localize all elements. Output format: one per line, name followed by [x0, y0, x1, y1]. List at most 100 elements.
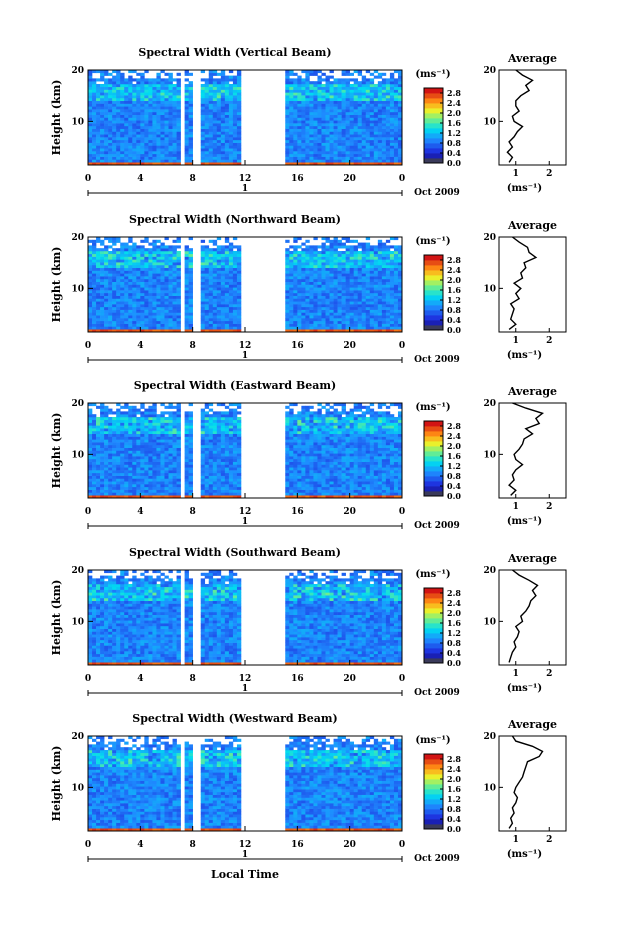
heatmap-cell — [305, 251, 309, 254]
heatmap-cell — [354, 324, 358, 327]
heatmap-cell — [342, 109, 346, 112]
heatmap-cell — [92, 420, 96, 423]
heatmap-cell — [285, 310, 289, 313]
heatmap-cell — [185, 95, 189, 98]
heatmap-cell — [108, 151, 112, 154]
heatmap-cell — [173, 456, 177, 459]
heatmap-cell — [229, 282, 233, 285]
heatmap-cell — [96, 462, 100, 465]
heatmap-cell — [285, 143, 289, 146]
heatmap-cell — [136, 112, 140, 115]
heatmap-cell — [374, 104, 378, 107]
heatmap-cell — [104, 464, 108, 467]
heatmap-cell — [88, 154, 92, 157]
heatmap-cell — [221, 287, 225, 290]
heatmap-cell — [169, 268, 173, 271]
heatmap-cell — [293, 98, 297, 101]
heatmap-cell — [124, 423, 128, 426]
heatmap-cell — [128, 442, 132, 445]
heatmap-cell — [233, 81, 237, 84]
heatmap-cell — [112, 437, 116, 440]
heatmap-cell — [112, 478, 116, 481]
heatmap-cell — [92, 425, 96, 428]
heatmap-cell — [205, 90, 209, 93]
heatmap-cell — [160, 157, 164, 160]
heatmap-cell — [285, 282, 289, 285]
heatmap-cell — [152, 131, 156, 134]
heatmap-cell — [144, 290, 148, 293]
heatmap-cell — [334, 254, 338, 257]
heatmap-cell — [205, 84, 209, 87]
heatmap-cell — [297, 318, 301, 321]
heatmap-cell — [104, 120, 108, 123]
heatmap-cell — [152, 109, 156, 112]
heatmap-cell — [338, 157, 342, 160]
heatmap-cell — [169, 326, 173, 329]
heatmap-cell — [382, 137, 386, 140]
heatmap-cell — [217, 301, 221, 304]
heatmap-cell — [124, 451, 128, 454]
heatmap-cell — [237, 310, 241, 313]
heatmap-cell — [229, 318, 233, 321]
heatmap-cell — [132, 118, 136, 121]
heatmap-cell — [350, 290, 354, 293]
heatmap-cell — [189, 296, 193, 299]
heatmap-cell — [338, 307, 342, 310]
heatmap-cell — [169, 301, 173, 304]
heatmap-cell — [313, 265, 317, 268]
heatmap-cell — [177, 321, 181, 324]
heatmap-cell — [354, 134, 358, 137]
heatmap-cell — [160, 112, 164, 115]
heatmap-cell — [386, 131, 390, 134]
heatmap-cell — [88, 268, 92, 271]
heatmap-cell — [185, 159, 189, 162]
heatmap-cell — [120, 315, 124, 318]
heatmap-cell — [96, 484, 100, 487]
heatmap-cell — [160, 301, 164, 304]
heatmap-cell — [156, 414, 160, 417]
heatmap-cell — [378, 92, 382, 95]
heatmap-cell — [301, 112, 305, 115]
heatmap-cell — [346, 118, 350, 121]
colorbar-segment — [424, 280, 443, 285]
heatmap-cell — [205, 251, 209, 254]
heatmap-cell — [148, 296, 152, 299]
colorbar-tick-label: 1.2 — [447, 128, 461, 138]
heatmap-cell — [321, 307, 325, 310]
heatmap-cell — [330, 129, 334, 132]
heatmap-cell — [189, 109, 193, 112]
heatmap-cell — [160, 285, 164, 288]
heatmap-cell — [309, 129, 313, 132]
heatmap-cell — [169, 445, 173, 448]
heatmap-cell — [160, 437, 164, 440]
heatmap-cell — [124, 487, 128, 490]
heatmap-cell — [169, 154, 173, 157]
heatmap-cell — [233, 123, 237, 126]
heatmap-cell — [342, 98, 346, 101]
heatmap-cell — [358, 101, 362, 104]
heatmap-cell — [237, 151, 241, 154]
heatmap-cell — [120, 290, 124, 293]
heatmap-cell — [164, 476, 168, 479]
heatmap-cell — [382, 273, 386, 276]
heatmap-cell — [305, 282, 309, 285]
heatmap-cell — [217, 104, 221, 107]
heatmap-cell — [152, 148, 156, 151]
heatmap-cell — [185, 73, 189, 76]
heatmap-cell — [112, 487, 116, 490]
heatmap-cell — [104, 312, 108, 315]
heatmap-cell — [374, 301, 378, 304]
heatmap-cell — [201, 98, 205, 101]
heatmap-cell — [189, 318, 193, 321]
heatmap-cell — [366, 95, 370, 98]
heatmap-cell — [173, 470, 177, 473]
heatmap-cell — [354, 137, 358, 140]
heatmap-cell — [120, 478, 124, 481]
heatmap-cell — [124, 123, 128, 126]
heatmap-cell — [321, 140, 325, 143]
heatmap-cell — [136, 290, 140, 293]
heatmap-cell — [104, 112, 108, 115]
heatmap-cell — [229, 307, 233, 310]
heatmap-cell — [136, 101, 140, 104]
heatmap-cell — [160, 262, 164, 265]
